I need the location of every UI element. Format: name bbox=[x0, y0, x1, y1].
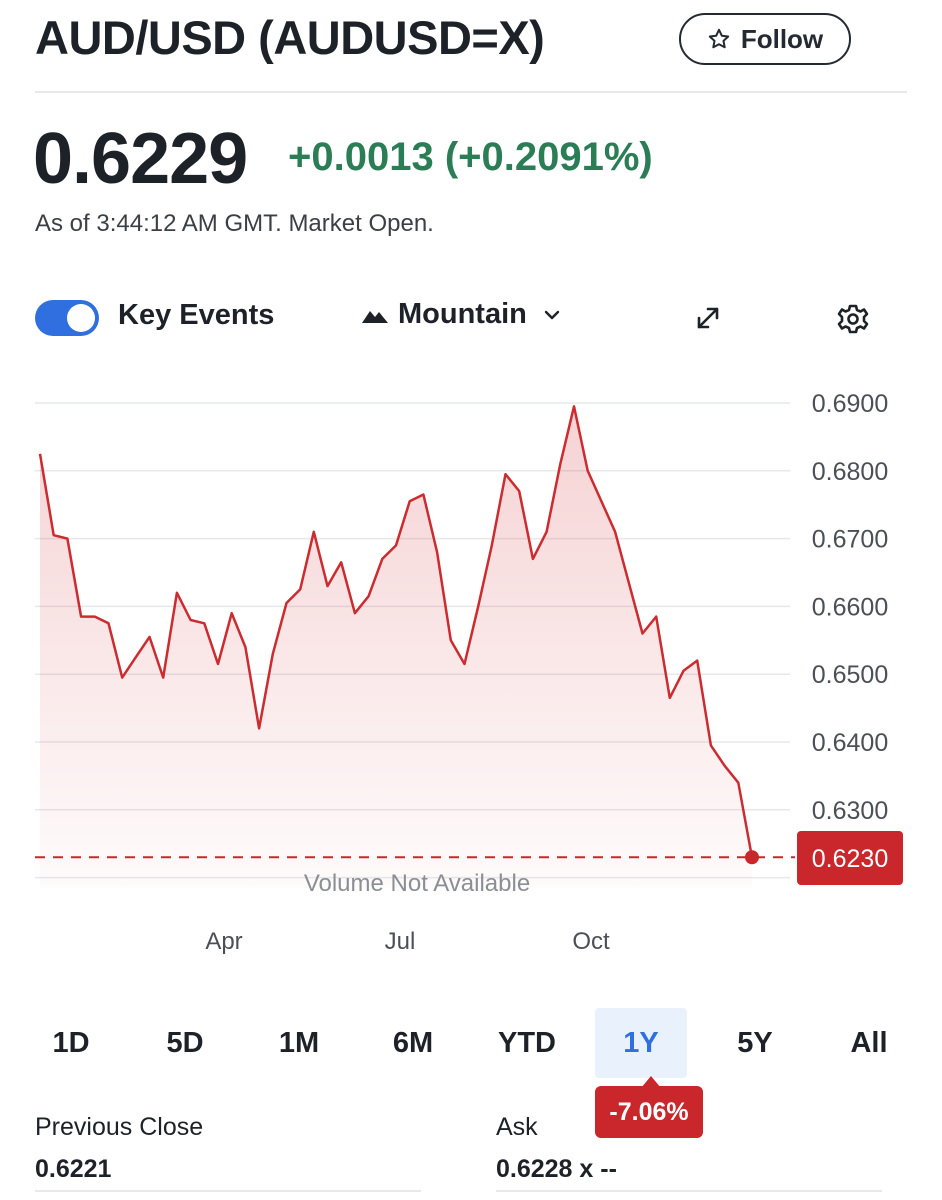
previous-close-value: 0.6221 bbox=[35, 1155, 112, 1183]
key-events-toggle[interactable] bbox=[35, 300, 99, 336]
current-price-label-text: 0.6230 bbox=[812, 845, 888, 873]
current-price-label: 0.6230 bbox=[797, 831, 903, 885]
y-tick-label: 0.6500 bbox=[812, 661, 888, 689]
y-tick-label: 0.6600 bbox=[812, 593, 888, 621]
toggle-knob bbox=[67, 304, 95, 332]
expand-icon[interactable] bbox=[692, 302, 724, 334]
market-status-text: As of 3:44:12 AM GMT. Market Open. bbox=[35, 210, 434, 237]
follow-button[interactable]: Follow bbox=[679, 13, 851, 65]
last-price-dot bbox=[745, 850, 759, 865]
current-price: 0.6229 bbox=[33, 119, 248, 199]
price-line bbox=[38, 405, 754, 858]
volume-note: Volume Not Available bbox=[304, 870, 530, 897]
range-selector: 1D 5D 1M 6M YTD 1Y 5Y All bbox=[25, 1008, 915, 1078]
range-1y-button[interactable]: 1Y bbox=[595, 1008, 687, 1078]
range-change-badge: -7.06% bbox=[595, 1086, 703, 1138]
chevron-down-icon bbox=[543, 309, 561, 321]
y-tick-label: 0.6400 bbox=[812, 729, 888, 757]
x-tick-label: Apr bbox=[205, 928, 242, 955]
range-change-pointer bbox=[641, 1076, 661, 1088]
y-tick-label: 0.6700 bbox=[812, 526, 888, 554]
x-tick-label: Jul bbox=[385, 928, 416, 955]
chart-type-dropdown[interactable]: Mountain bbox=[362, 298, 561, 331]
key-events-label: Key Events bbox=[118, 299, 275, 331]
range-6m-button[interactable]: 6M bbox=[392, 1026, 434, 1059]
range-all-button[interactable]: All bbox=[850, 1026, 888, 1059]
stat-divider bbox=[496, 1190, 882, 1192]
chart-type-label: Mountain bbox=[398, 298, 527, 330]
price-chart[interactable]: 0.6900 0.6800 0.6700 0.6600 0.6500 0.6400 0.63… bbox=[0, 380, 942, 970]
y-tick-label: 0.6800 bbox=[812, 458, 888, 486]
page-title: AUD/USD (AUDUSD=X) bbox=[35, 11, 545, 64]
header-divider bbox=[35, 91, 907, 93]
price-area bbox=[40, 406, 752, 888]
x-axis: Apr Jul Oct bbox=[205, 928, 610, 955]
previous-close-label: Previous Close bbox=[35, 1113, 204, 1141]
gear-icon[interactable] bbox=[836, 302, 870, 336]
range-1d-button[interactable]: 1D bbox=[52, 1026, 90, 1059]
follow-label: Follow bbox=[740, 23, 824, 54]
y-tick-label: 0.6900 bbox=[812, 390, 888, 418]
stat-divider bbox=[35, 1190, 421, 1192]
y-tick-label: 0.6300 bbox=[812, 797, 888, 825]
star-icon bbox=[707, 27, 731, 51]
range-5y-button[interactable]: 5Y bbox=[737, 1026, 773, 1059]
x-tick-label: Oct bbox=[572, 928, 610, 955]
price-change: +0.0013 (+0.2091%) bbox=[288, 135, 653, 179]
y-axis: 0.6900 0.6800 0.6700 0.6600 0.6500 0.6400 0.63… bbox=[812, 390, 888, 825]
mountain-icon bbox=[362, 307, 388, 323]
ask-label: Ask bbox=[496, 1113, 538, 1141]
ask-value: 0.6228 x -- bbox=[496, 1155, 617, 1183]
range-1m-button[interactable]: 1M bbox=[278, 1026, 320, 1059]
range-ytd-button[interactable]: YTD bbox=[498, 1026, 556, 1059]
range-5d-button[interactable]: 5D bbox=[166, 1026, 204, 1059]
